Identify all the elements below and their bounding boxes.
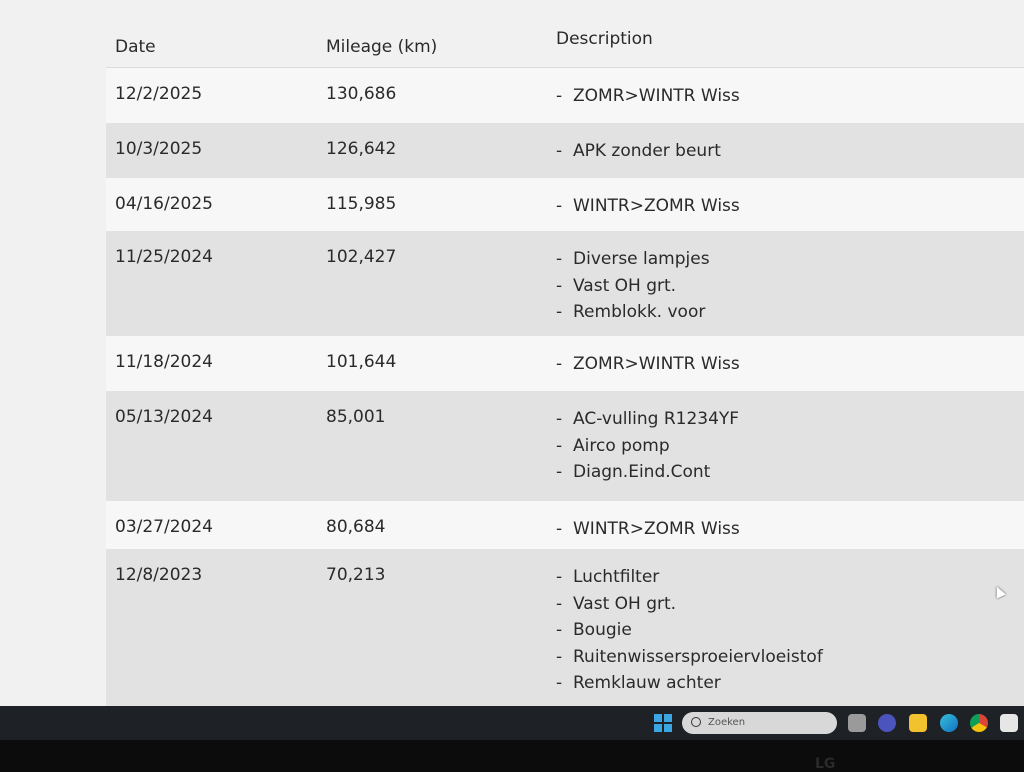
header-mileage[interactable]: Mileage (km) [326, 36, 438, 57]
mileage-cell: 70,213 [326, 565, 386, 585]
search-placeholder: Zoeken [708, 717, 746, 728]
description-cell: LuchtfilterVast OH grt.BougieRuitenwisse… [548, 549, 1024, 706]
table-row: 04/16/2025 115,985 WINTR>ZOMR Wiss [106, 178, 1024, 231]
description-item: ZOMR>WINTR Wiss [556, 351, 1024, 378]
mileage-cell: 126,642 [326, 139, 397, 159]
date-cell: 03/27/2024 [115, 517, 213, 537]
screen: Date Mileage (km) Description 12/2/2025 1… [0, 0, 1024, 706]
monitor-logo: LG [815, 756, 836, 772]
table-row: 05/13/2024 85,001 AC-vulling R1234YFAirco … [106, 391, 1024, 501]
taskbar-search-input[interactable]: Zoeken [682, 712, 837, 734]
description-cell: ZOMR>WINTR Wiss [548, 68, 1024, 123]
mileage-cell: 101,644 [326, 352, 397, 372]
description-item: AC-vulling R1234YF [556, 406, 1024, 433]
mileage-cell: 102,427 [326, 247, 397, 267]
description-cell: AC-vulling R1234YFAirco pompDiagn.Eind.C… [548, 391, 1024, 501]
date-cell: 12/8/2023 [115, 565, 203, 585]
description-cell: Diverse lampjesVast OH grt.Remblokk. voo… [548, 231, 1024, 336]
description-item: Remklauw achter [556, 670, 1024, 697]
description-cell: WINTR>ZOMR Wiss [548, 501, 1024, 549]
description-item: WINTR>ZOMR Wiss [556, 516, 1024, 543]
description-item: ZOMR>WINTR Wiss [556, 83, 1024, 110]
table-row: 03/27/2024 80,684 WINTR>ZOMR Wiss [106, 501, 1024, 549]
mileage-cell: 130,686 [326, 84, 397, 104]
header-date[interactable]: Date [115, 36, 156, 57]
description-item: WINTR>ZOMR Wiss [556, 193, 1024, 220]
date-cell: 04/16/2025 [115, 194, 213, 214]
description-item: Ruitenwissersproeiervloeistof [556, 644, 1024, 671]
description-item: Vast OH grt. [556, 273, 1024, 300]
description-item: Diverse lampjes [556, 246, 1024, 273]
header-description[interactable]: Description [556, 28, 653, 49]
description-item: Airco pomp [556, 433, 1024, 460]
teams-icon[interactable] [878, 714, 896, 732]
table-header: Date Mileage (km) Description [106, 10, 1024, 68]
search-icon [691, 717, 701, 727]
chrome-icon[interactable] [970, 714, 988, 732]
description-item: Remblokk. voor [556, 299, 1024, 326]
mileage-cell: 85,001 [326, 407, 386, 427]
description-cell: ZOMR>WINTR Wiss [548, 336, 1024, 391]
date-cell: 05/13/2024 [115, 407, 213, 427]
description-item: APK zonder beurt [556, 138, 1024, 165]
edge-icon[interactable] [940, 714, 958, 732]
date-cell: 10/3/2025 [115, 139, 203, 159]
taskbar: Zoeken [0, 706, 1024, 740]
task-view-icon[interactable] [848, 714, 866, 732]
description-cell: APK zonder beurt [548, 123, 1024, 178]
file-explorer-icon[interactable] [909, 714, 927, 732]
description-item: Bougie [556, 617, 1024, 644]
description-item: Diagn.Eind.Cont [556, 459, 1024, 486]
mileage-cell: 80,684 [326, 517, 386, 537]
date-cell: 11/25/2024 [115, 247, 213, 267]
description-item: Luchtfilter [556, 564, 1024, 591]
mileage-cell: 115,985 [326, 194, 397, 214]
store-icon[interactable] [1000, 714, 1018, 732]
table-row: 10/3/2025 126,642 APK zonder beurt [106, 123, 1024, 178]
maintenance-history-table: Date Mileage (km) Description 12/2/2025 1… [106, 10, 1024, 706]
description-cell: WINTR>ZOMR Wiss [548, 178, 1024, 231]
table-row: 11/18/2024 101,644 ZOMR>WINTR Wiss [106, 336, 1024, 391]
date-cell: 11/18/2024 [115, 352, 213, 372]
table-row: 12/8/2023 70,213 LuchtfilterVast OH grt.Bo… [106, 549, 1024, 706]
description-item: Vast OH grt. [556, 591, 1024, 618]
windows-start-icon[interactable] [654, 714, 672, 732]
date-cell: 12/2/2025 [115, 84, 203, 104]
table-row: 11/25/2024 102,427 Diverse lampjesVast OH … [106, 231, 1024, 336]
table-row: 12/2/2025 130,686 ZOMR>WINTR Wiss [106, 68, 1024, 123]
